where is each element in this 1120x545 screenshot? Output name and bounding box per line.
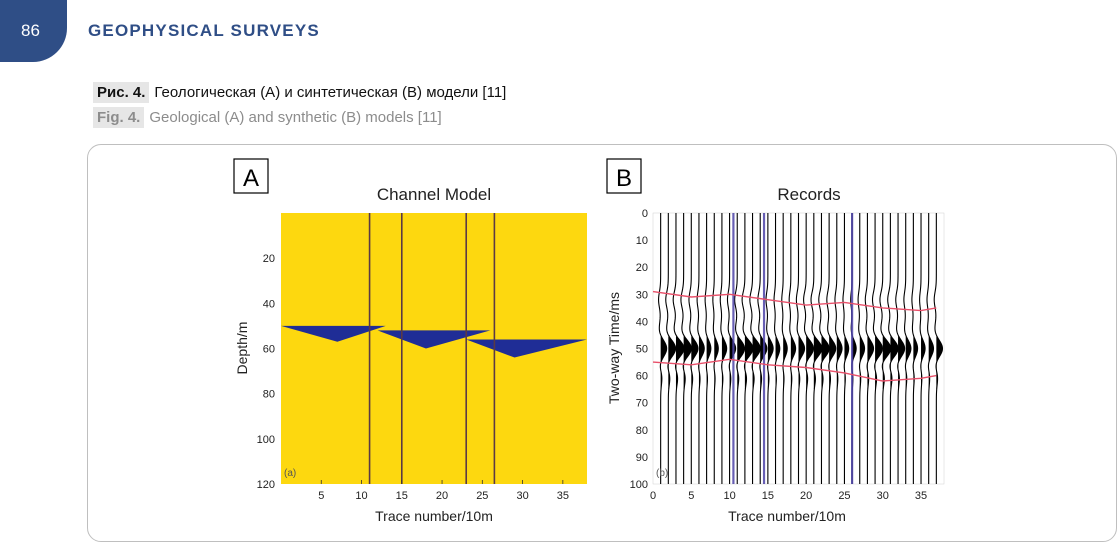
seismic-trace-fill-4	[683, 336, 692, 390]
channel-body-3	[466, 339, 587, 358]
seismic-trace-fill-14	[760, 336, 767, 390]
caption-russian: Рис. 4. Геологическая (A) и синтетическа…	[93, 81, 506, 103]
panel-a-xtick-label: 10	[355, 490, 367, 502]
panel-b-label: B	[616, 165, 632, 192]
panel-b-ytick-label: 10	[636, 235, 648, 247]
channel-body-2	[377, 330, 491, 349]
caption-ru-text: Геологическая (A) и синтетическая (B) мо…	[154, 83, 507, 101]
seismic-trace-fill-12	[744, 336, 753, 390]
panel-a-ylabel: Depth/m	[234, 322, 250, 375]
panel-b-xtick-label: 5	[688, 490, 694, 502]
panel-a: A Channel Model Trace number/10m Depth/m…	[233, 158, 587, 524]
panel-b-xtick-label: 25	[838, 490, 850, 502]
panel-a-label-box	[233, 158, 269, 194]
seismic-trace-fill-24	[836, 336, 843, 390]
panel-a-xtick-label: 35	[557, 490, 569, 502]
seismic-trace-fill-6	[698, 336, 705, 390]
panel-a-xtick-label: 20	[436, 490, 448, 502]
panel-b-xtick-label: 30	[877, 490, 889, 502]
panel-b-ytick-label: 80	[636, 425, 648, 437]
channel-body-1	[281, 325, 386, 342]
panel-a-ytick-label: 100	[257, 434, 275, 446]
panel-a-ytick-label: 120	[257, 479, 275, 491]
seismic-trace-fill-2	[668, 336, 676, 390]
panel-a-ytick-label: 20	[263, 253, 275, 265]
panel-b-ytick-label: 40	[636, 316, 648, 328]
panel-a-xtick-label: 25	[476, 490, 488, 502]
panel-a-xtick-label: 5	[318, 490, 324, 502]
seismic-trace-fill-8	[714, 336, 719, 390]
seismic-trace-fill-18	[790, 336, 796, 390]
seismic-trace-fill-34	[913, 336, 918, 390]
page-number: 86	[21, 21, 40, 40]
panel-b-ytick-label: 70	[636, 398, 648, 410]
horizon-lower	[652, 358, 937, 382]
seismic-trace-fill-25	[844, 336, 849, 390]
panel-b-xtick-label: 20	[800, 490, 812, 502]
panel-b-ytick-label: 20	[636, 262, 648, 274]
panel-b-ytick-label: 0	[642, 208, 648, 220]
panel-b-ytick-label: 100	[630, 479, 648, 491]
panel-a-ytick-label: 40	[263, 298, 275, 310]
panel-a-xtick-label: 15	[396, 490, 408, 502]
seismic-trace-fill-13	[752, 336, 761, 390]
panel-b-subplot-tag: (b)	[656, 468, 668, 479]
seismic-trace-fill-5	[691, 336, 698, 390]
panel-b-label-box	[606, 158, 642, 194]
panel-b-ytick-label: 60	[636, 371, 648, 383]
seismic-trace-fill-32	[898, 336, 905, 390]
figure-frame	[87, 144, 1117, 542]
seismic-trace-fill-17	[783, 336, 788, 390]
seismic-trace-fill-22	[821, 336, 830, 390]
seismic-trace-fill-27	[859, 336, 865, 390]
seismic-trace-fill-15	[767, 336, 774, 390]
panel-b-ylabel: Two-way Time/ms	[606, 292, 622, 404]
panel-b-ytick-label: 30	[636, 289, 648, 301]
seismic-trace-fill-23	[829, 336, 836, 390]
panel-a-xlabel: Trace number/10m	[375, 508, 493, 524]
seismic-trace-fill-30	[882, 336, 891, 390]
seismic-trace-fill-21	[813, 336, 822, 390]
seismic-trace-fill-11	[737, 336, 745, 390]
panel-b-xtick-label: 0	[650, 490, 656, 502]
panel-a-label: A	[243, 165, 259, 192]
panel-a-ytick-label: 60	[263, 344, 275, 356]
panel-a-title: Channel Model	[377, 185, 491, 204]
seismic-trace-fill-20	[806, 336, 814, 390]
panel-b-xtick-label: 35	[915, 490, 927, 502]
panel-a-subplot-tag: (a)	[284, 468, 296, 479]
panel-a-xtick-label: 30	[516, 490, 528, 502]
seismic-trace-fill-35	[921, 336, 926, 390]
panel-b-title: Records	[777, 185, 840, 204]
panel-b: B Records Trace number/10m Two-way Time/…	[606, 158, 945, 524]
page-number-tab: 86	[0, 0, 67, 62]
panel-b-ytick-label: 50	[636, 344, 648, 356]
seismic-trace-fill-29	[875, 336, 883, 390]
seismic-trace-fill-36	[928, 336, 934, 390]
seismic-trace-fill-37	[936, 336, 943, 390]
seismic-trace-fill-31	[890, 336, 899, 390]
seismic-trace-fill-7	[706, 336, 711, 390]
seismic-trace-fill-9	[721, 336, 727, 390]
caption-en-text: Geological (A) and synthetic (B) models …	[149, 108, 442, 126]
running-title: GEOPHYSICAL SURVEYS	[88, 21, 320, 40]
seismic-trace-fill-16	[775, 336, 780, 390]
seismic-trace-fill-3	[675, 336, 684, 390]
seismic-trace-fill-1	[660, 336, 667, 390]
seismic-trace-fill-28	[867, 336, 874, 390]
seismic-trace-fill-33	[905, 336, 911, 390]
caption-en-label: Fig. 4.	[93, 106, 145, 128]
panel-a-ytick-label: 80	[263, 389, 275, 401]
horizon-upper	[652, 290, 937, 312]
panel-b-xtick-label: 15	[762, 490, 774, 502]
panel-b-xtick-label: 10	[723, 490, 735, 502]
caption-english: Fig. 4. Geological (A) and synthetic (B)…	[93, 106, 442, 128]
panel-b-xlabel: Trace number/10m	[728, 508, 846, 524]
caption-ru-label: Рис. 4.	[93, 81, 150, 103]
seismic-trace-fill-19	[798, 336, 805, 390]
panel-b-ytick-label: 90	[636, 452, 648, 464]
